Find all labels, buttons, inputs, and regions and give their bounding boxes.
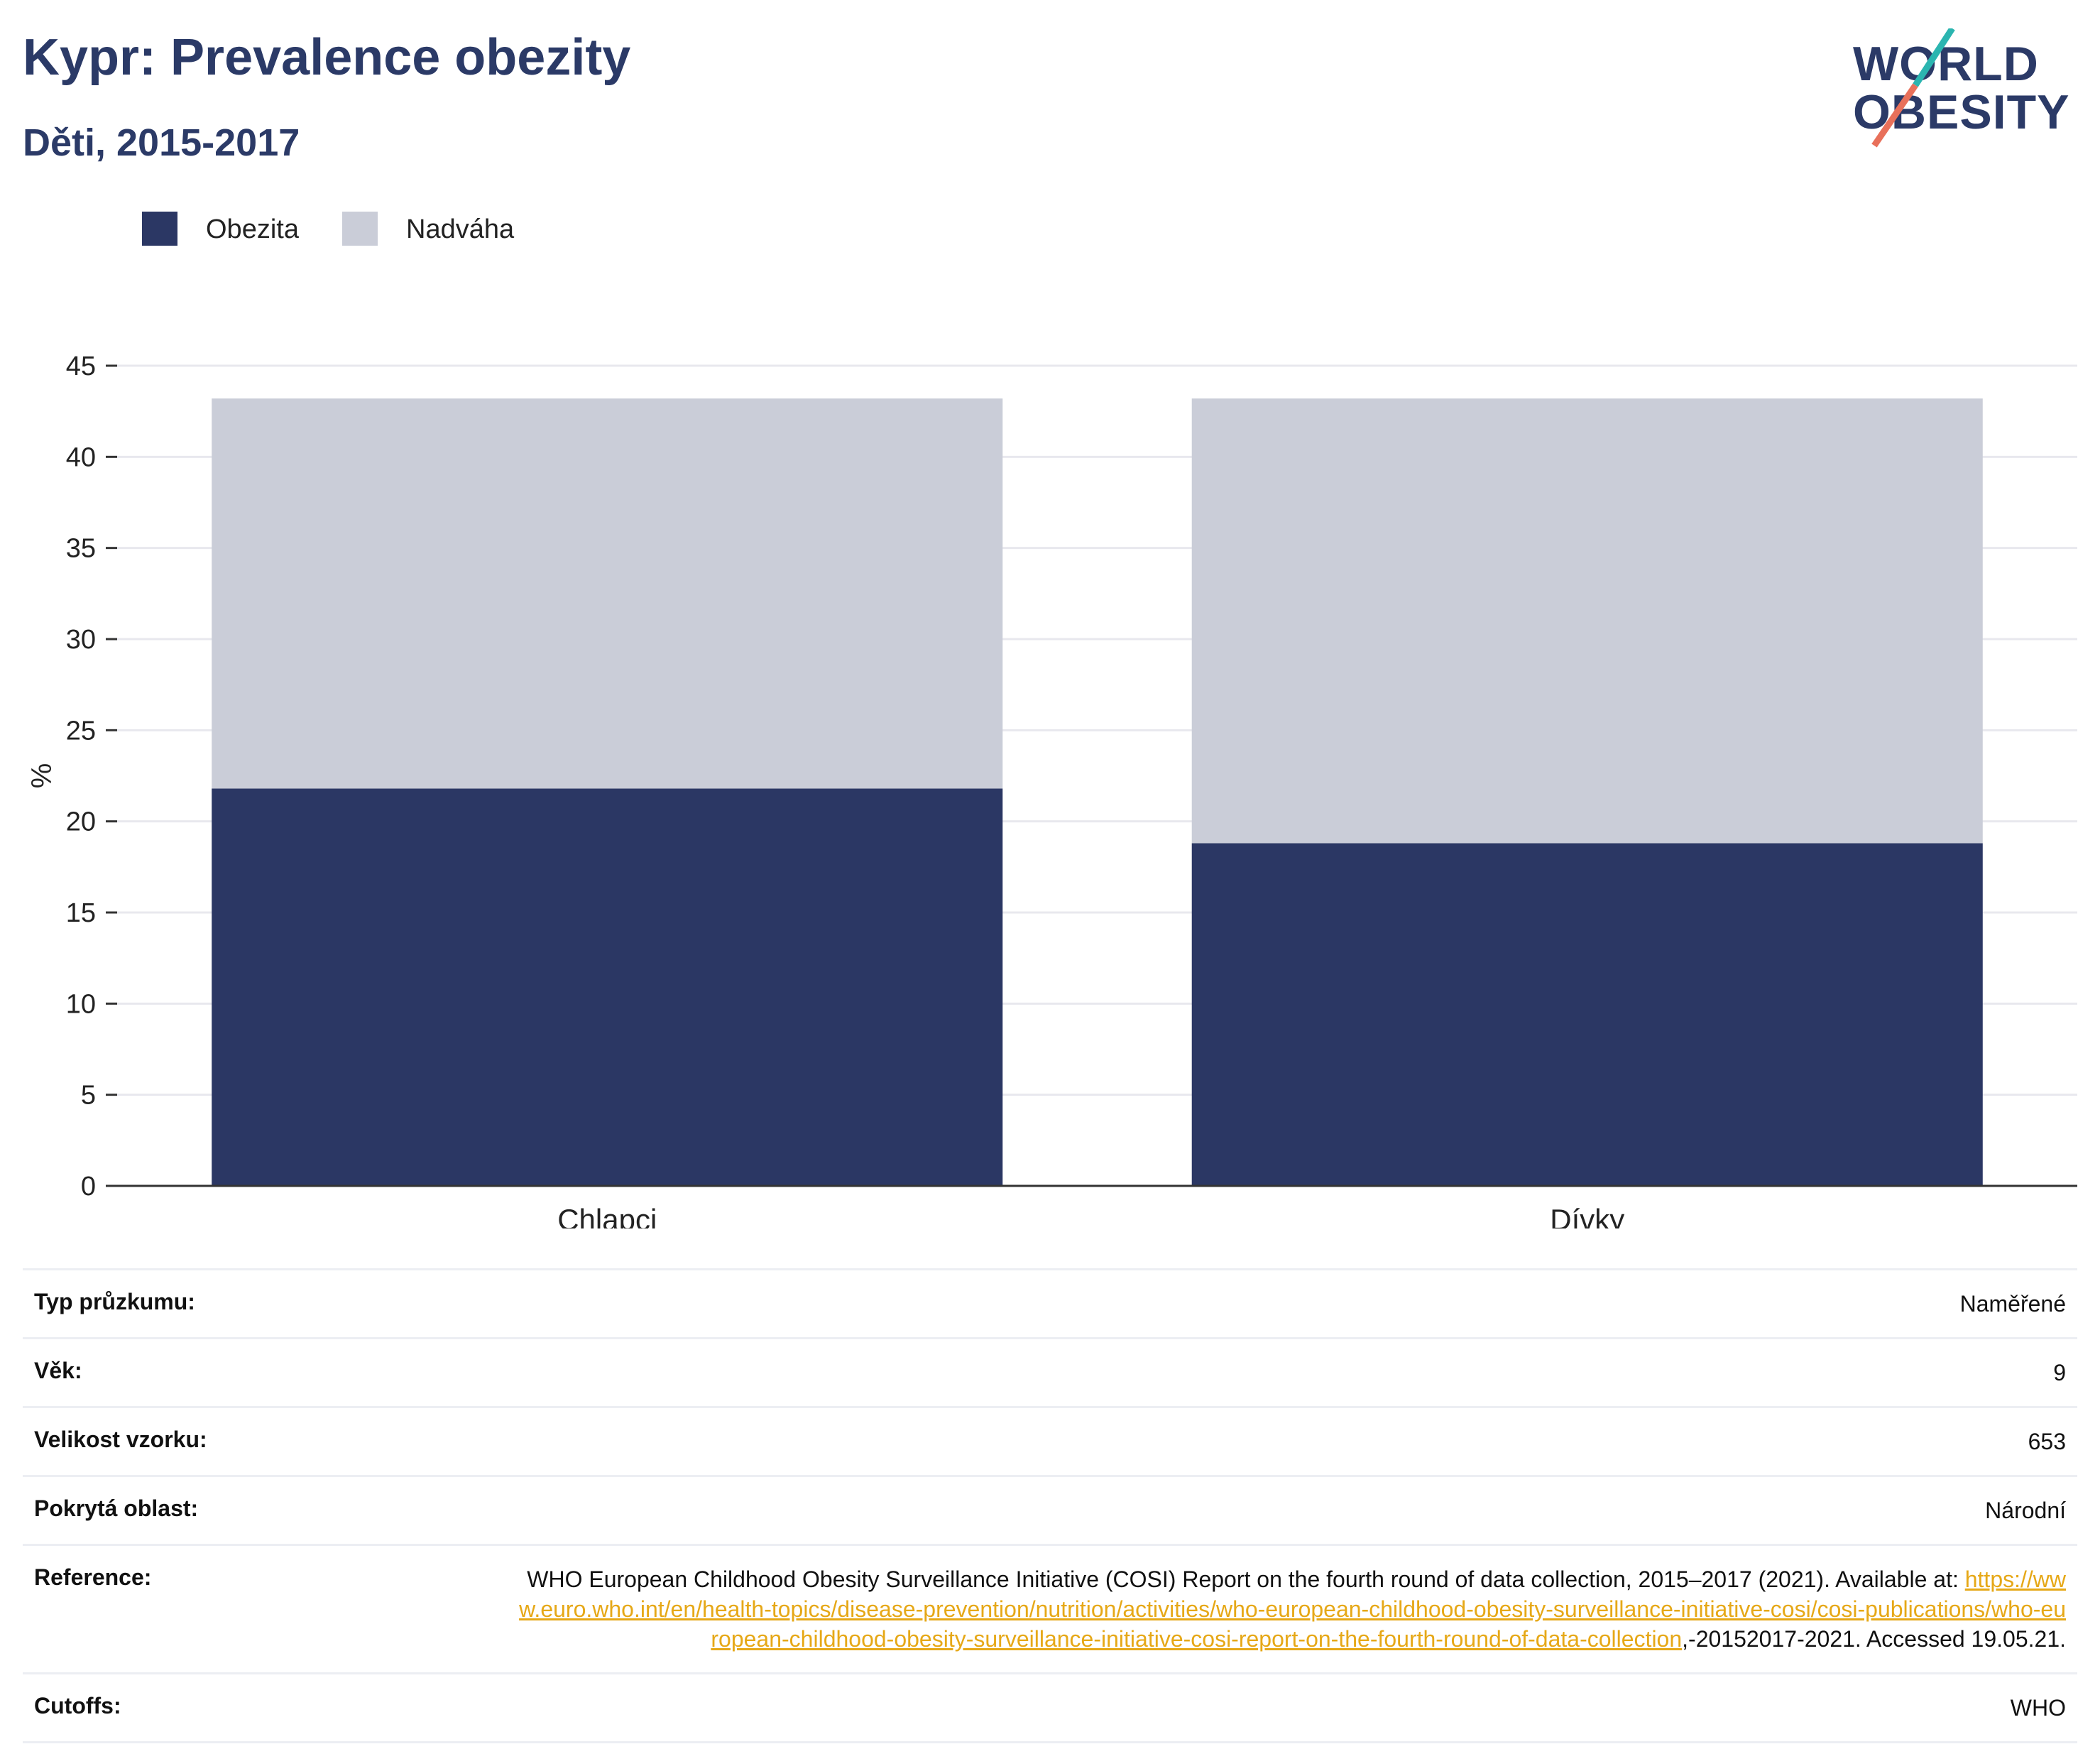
legend-swatch-obezita	[142, 212, 177, 246]
bar-obezita-1	[212, 788, 1003, 1186]
bar-chart: 0 5 10 15 20 25 30 35 40 45% Chlapci Dívky	[26, 352, 2077, 1228]
y-tick-label: 20	[66, 807, 96, 837]
reference-label: Reference:	[34, 1564, 152, 1590]
cutoffs-label: Cutoffs:	[34, 1693, 121, 1718]
reference-text: WHO European Childhood Obesity Surveilla…	[527, 1567, 1965, 1592]
y-tick-label: 35	[66, 534, 96, 564]
area-label: Pokrytá oblast:	[34, 1495, 199, 1521]
y-tick-label: 30	[66, 625, 96, 655]
y-tick-label: 15	[66, 898, 96, 928]
y-tick-label: 45	[66, 352, 96, 381]
x-category-label: Dívky	[1550, 1203, 1624, 1228]
reference-value: WHO European Childhood Obesity Surveilla…	[518, 1564, 2066, 1654]
chart-subtitle: Děti, 2015-2017	[23, 121, 300, 164]
legend-label-obezita: Obezita	[206, 214, 299, 244]
cutoffs-value: WHO	[2010, 1695, 2066, 1721]
x-category-label: Chlapci	[557, 1203, 657, 1228]
survey-info-table: Typ průzkumu: Naměřené Věk: 9 Velikost v…	[23, 1268, 2077, 1743]
survey-type-label: Typ průzkumu:	[34, 1289, 195, 1314]
age-label: Věk:	[34, 1358, 82, 1383]
y-tick-label: 5	[81, 1081, 96, 1111]
bar-nadvha-1	[212, 398, 1003, 789]
bar-nadvha-2	[1191, 398, 1983, 844]
y-tick-label: 10	[66, 989, 96, 1019]
bar-obezita-2	[1191, 843, 1983, 1186]
logo-slash-icon	[1871, 28, 1955, 148]
y-axis-title: %	[26, 763, 58, 789]
info-row-cutoffs: Cutoffs: WHO	[23, 1674, 2077, 1743]
info-row-reference: Reference: WHO European Childhood Obesit…	[23, 1546, 2077, 1674]
age-value: 9	[2053, 1360, 2066, 1385]
info-row-area: Pokrytá oblast: Národní	[23, 1477, 2077, 1546]
info-row-survey-type: Typ průzkumu: Naměřené	[23, 1270, 2077, 1339]
survey-type-value: Naměřené	[1959, 1291, 2066, 1317]
logo-text-world: WORLD	[1853, 37, 2039, 91]
reference-accessed: ,-20152017-2021. Accessed 19.05.21.	[1682, 1626, 2066, 1652]
sample-size-value: 653	[2028, 1429, 2066, 1454]
reference-link[interactable]: https://www.euro.who.int/en/health-topic…	[519, 1567, 2066, 1652]
chart-title: Kypr: Prevalence obezity	[23, 29, 631, 86]
sample-size-label: Velikost vzorku:	[34, 1427, 207, 1452]
legend-swatch-nadvaha	[342, 212, 378, 246]
info-row-age: Věk: 9	[23, 1339, 2077, 1408]
y-tick-label: 25	[66, 716, 96, 746]
area-value: Národní	[1985, 1498, 2066, 1523]
y-tick-label: 40	[66, 442, 96, 472]
legend-label-nadvaha: Nadváha	[406, 214, 515, 244]
world-obesity-logo: WORLD OBESITY	[1853, 28, 2080, 149]
info-row-sample-size: Velikost vzorku: 653	[23, 1408, 2077, 1477]
y-tick-label: 0	[81, 1172, 96, 1202]
